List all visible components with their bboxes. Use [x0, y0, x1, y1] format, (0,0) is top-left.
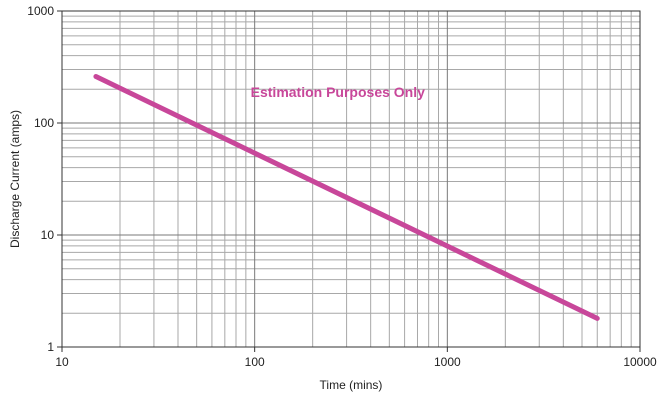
y-tick-label: 100: [34, 116, 54, 130]
series-layer: [93, 74, 600, 321]
series-line-0: [93, 74, 600, 321]
annotation-layer: Estimation Purposes Only: [251, 84, 425, 100]
grid-major: [62, 11, 640, 347]
estimation-annotation: Estimation Purposes Only: [251, 84, 425, 100]
x-tick-label: 10: [55, 355, 69, 369]
y-tick-label: 1: [47, 340, 54, 354]
y-axis-label: Discharge Current (amps): [8, 110, 22, 248]
x-tick-label: 10000: [623, 355, 657, 369]
x-tick-label: 100: [245, 355, 265, 369]
x-axis-label: Time (mins): [320, 378, 383, 392]
y-tick-label: 1000: [27, 4, 54, 18]
plot-frame: [61, 10, 641, 348]
x-tick-label: 1000: [434, 355, 461, 369]
y-tick-label: 10: [41, 228, 55, 242]
grid-minor: [62, 11, 640, 347]
